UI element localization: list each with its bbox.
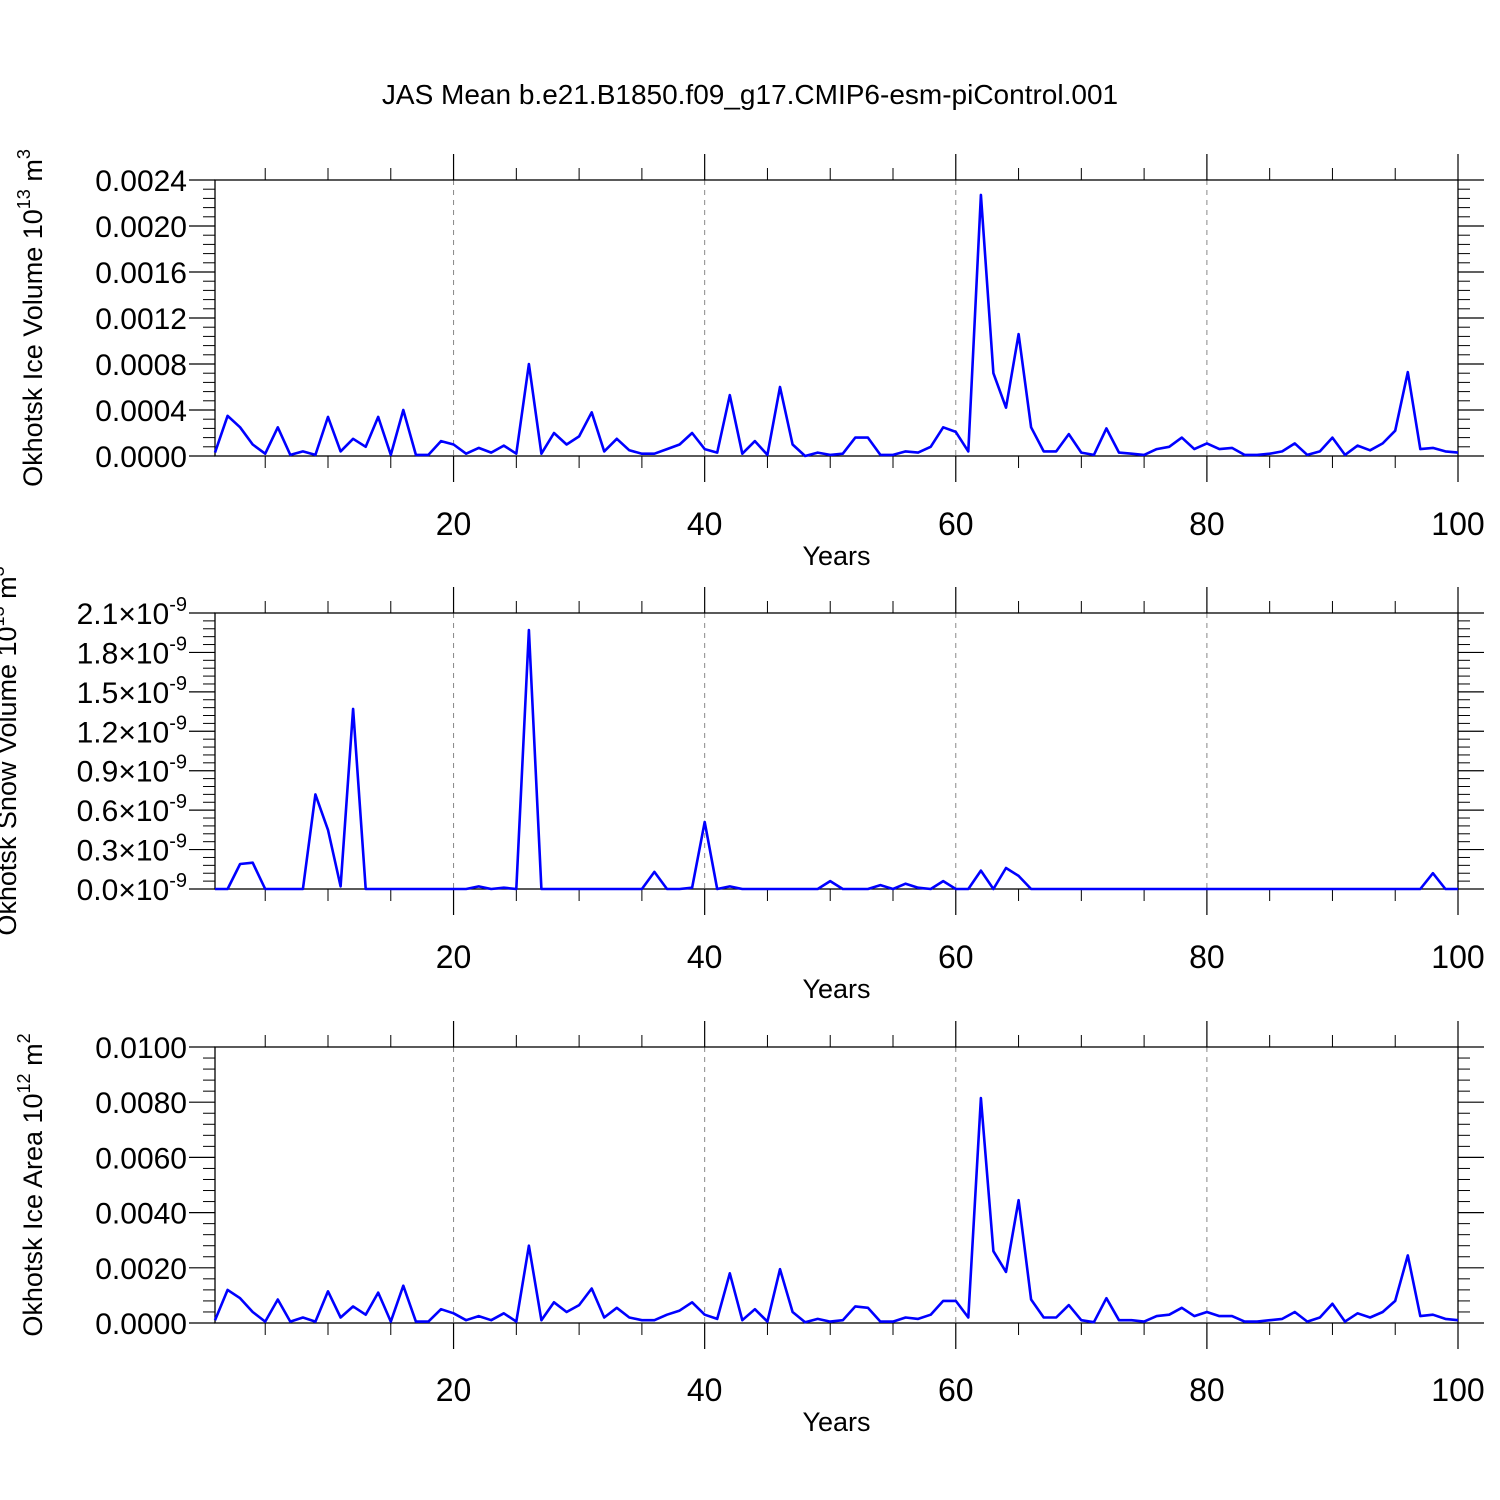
y-tick-label: 0.6×10-9 [77,791,187,828]
x-tick-label: 20 [436,1372,472,1408]
chart-panel-3: 0.0000 0.0020 0.0040 0.0060 0.0080 0.0100 20 40… [14,1021,1485,1437]
x-axis-title: Years [802,974,870,1004]
x-tick-label: 40 [687,939,723,975]
y-tick-label: 2.1×10-9 [77,594,187,631]
y-tick-label: 0.0080 [95,1087,187,1120]
y-tick-label: 0.0008 [95,349,187,382]
y-tick-label: 1.5×10-9 [77,673,187,710]
y-tick-label: 0.0024 [95,165,187,198]
y-tick-label: 0.0000 [95,441,187,474]
chart-panel-1: 0.0000 0.0004 0.0008 0.0012 0.0016 0.0020 0.00… [14,149,1485,571]
x-tick-label: 40 [687,506,723,542]
chart-panel-2: 0.0×10-90.3×10-90.6×10-90.9×10-91.2×10-9… [0,566,1485,1004]
y-tick-label: 0.0020 [95,211,187,244]
y-tick-label: 0.0040 [95,1198,187,1231]
x-tick-label: 100 [1431,506,1484,542]
y-axis-title: Okhotsk Ice Volume 1013 m3 [14,149,48,487]
y-tick-label: 0.0×10-9 [77,870,187,907]
x-tick-label: 100 [1431,1372,1484,1408]
x-tick-label: 20 [436,506,472,542]
y-axis-title: Okhotsk Ice Area 1012 m2 [14,1033,48,1336]
y-tick-label: 1.2×10-9 [77,712,187,749]
x-tick-label: 100 [1431,939,1484,975]
chart-title: JAS Mean b.e21.B1850.f09_g17.CMIP6-esm-p… [382,79,1118,110]
x-tick-label: 80 [1189,939,1225,975]
y-axis-title: Okhotsk Snow Volume 1013 m3 [0,566,22,935]
x-tick-label: 80 [1189,1372,1225,1408]
plot-frame [214,1046,1459,1324]
x-tick-label: 20 [436,939,472,975]
x-tick-label: 60 [938,1372,974,1408]
x-tick-label: 60 [938,939,974,975]
plot-frame [214,179,1459,457]
y-tick-label: 0.0012 [95,303,187,336]
y-tick-label: 0.0004 [95,395,187,428]
x-axis-title: Years [802,541,870,571]
x-axis-title: Years [802,1407,870,1437]
plot-frame [214,612,1459,890]
y-tick-label: 0.3×10-9 [77,831,187,868]
x-tick-label: 60 [938,506,974,542]
series-line [213,1096,1459,1324]
y-tick-label: 0.0020 [95,1253,187,1286]
y-tick-label: 0.0016 [95,257,187,290]
x-tick-label: 40 [687,1372,723,1408]
series-line [215,628,1458,891]
series-line [213,193,1459,458]
y-tick-label: 0.0100 [95,1032,187,1065]
y-tick-label: 1.8×10-9 [77,633,187,670]
x-tick-label: 80 [1189,506,1225,542]
y-tick-label: 0.9×10-9 [77,752,187,789]
y-tick-label: 0.0060 [95,1142,187,1175]
y-tick-label: 0.0000 [95,1308,187,1341]
